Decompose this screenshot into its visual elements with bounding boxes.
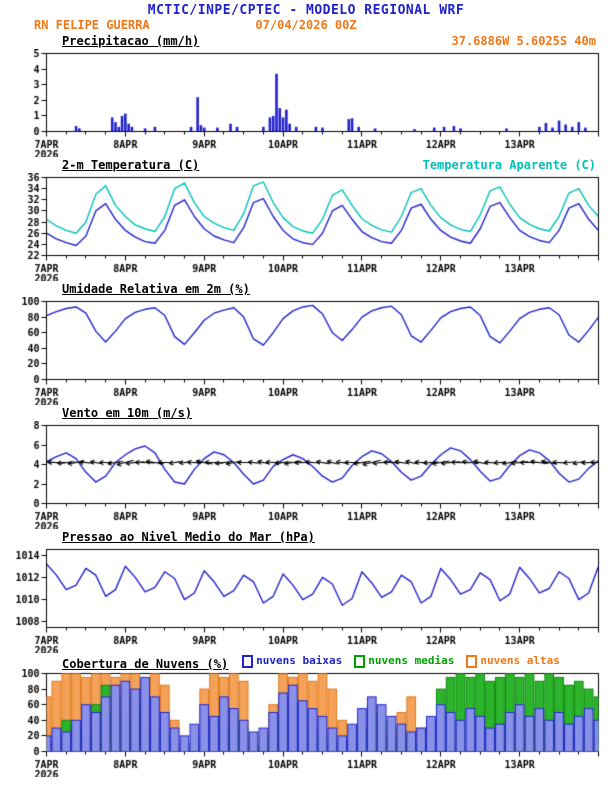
legend-label-mid-clouds: nuvens medias xyxy=(368,654,455,667)
mid-clouds-swatch-icon xyxy=(354,654,366,668)
station-name: RN FELIPE GUERRA xyxy=(34,18,150,32)
panel-title-pressure: Pressao ao Nivel Medio do Mar (hPa) xyxy=(62,530,315,544)
legend-label-high-clouds: nuvens altas xyxy=(480,654,560,667)
cloud-legend: nuvens baixas nuvens medias nuvens altas xyxy=(242,654,560,668)
panel-temperature: 2-m Temperatura (C) Temperatura Aparente… xyxy=(0,158,612,281)
legend-item-low-clouds: nuvens baixas xyxy=(242,654,342,668)
clouds-chart xyxy=(0,669,612,777)
humidity-chart xyxy=(0,297,612,405)
panel-title-temperature: 2-m Temperatura (C) xyxy=(62,158,200,172)
wind-chart xyxy=(0,421,612,529)
pressure-chart xyxy=(0,545,612,653)
legend-item-high-clouds: nuvens altas xyxy=(466,654,560,668)
panel-clouds-header: Cobertura de Nuvens (%) nuvens baixas nu… xyxy=(0,654,612,671)
temperature-chart xyxy=(0,173,612,281)
panel-humidity-header: Umidade Relativa em 2m (%) xyxy=(0,282,612,297)
panel-wind: Vento em 10m (m/s) xyxy=(0,406,612,529)
panel-title-clouds: Cobertura de Nuvens (%) xyxy=(62,656,229,671)
legend-label-low-clouds: nuvens baixas xyxy=(256,654,343,667)
panel-pressure: Pressao ao Nivel Medio do Mar (hPa) xyxy=(0,530,612,653)
high-clouds-swatch-icon xyxy=(466,654,478,668)
panel-humidity: Umidade Relativa em 2m (%) xyxy=(0,282,612,405)
panel-precipitation-header: Precipitacao (mm/h) 37.6886W 5.6025S 40m xyxy=(0,34,612,49)
apparent-temperature-label: Temperatura Aparente (C) xyxy=(422,158,596,172)
panel-title-wind: Vento em 10m (m/s) xyxy=(62,406,193,420)
low-clouds-swatch-icon xyxy=(242,654,254,668)
run-info-row: RN FELIPE GUERRA 07/04/2026 00Z xyxy=(0,18,612,33)
model-title: MCTIC/INPE/CPTEC - MODELO REGIONAL WRF xyxy=(147,3,465,18)
panel-wind-header: Vento em 10m (m/s) xyxy=(0,406,612,421)
panel-clouds: Cobertura de Nuvens (%) nuvens baixas nu… xyxy=(0,654,612,777)
precipitation-chart xyxy=(0,49,612,157)
legend-item-mid-clouds: nuvens medias xyxy=(354,654,454,668)
panel-title-humidity: Umidade Relativa em 2m (%) xyxy=(62,282,250,296)
panel-title-precipitation: Precipitacao (mm/h) xyxy=(62,34,200,48)
location-label: 37.6886W 5.6025S 40m xyxy=(451,34,597,48)
page-header: MCTIC/INPE/CPTEC - MODELO REGIONAL WRF R… xyxy=(0,0,612,33)
panel-temperature-header: 2-m Temperatura (C) Temperatura Aparente… xyxy=(0,158,612,173)
panel-precipitation: Precipitacao (mm/h) 37.6886W 5.6025S 40m xyxy=(0,34,612,157)
panel-pressure-header: Pressao ao Nivel Medio do Mar (hPa) xyxy=(0,530,612,545)
run-datetime: 07/04/2026 00Z xyxy=(255,18,357,32)
